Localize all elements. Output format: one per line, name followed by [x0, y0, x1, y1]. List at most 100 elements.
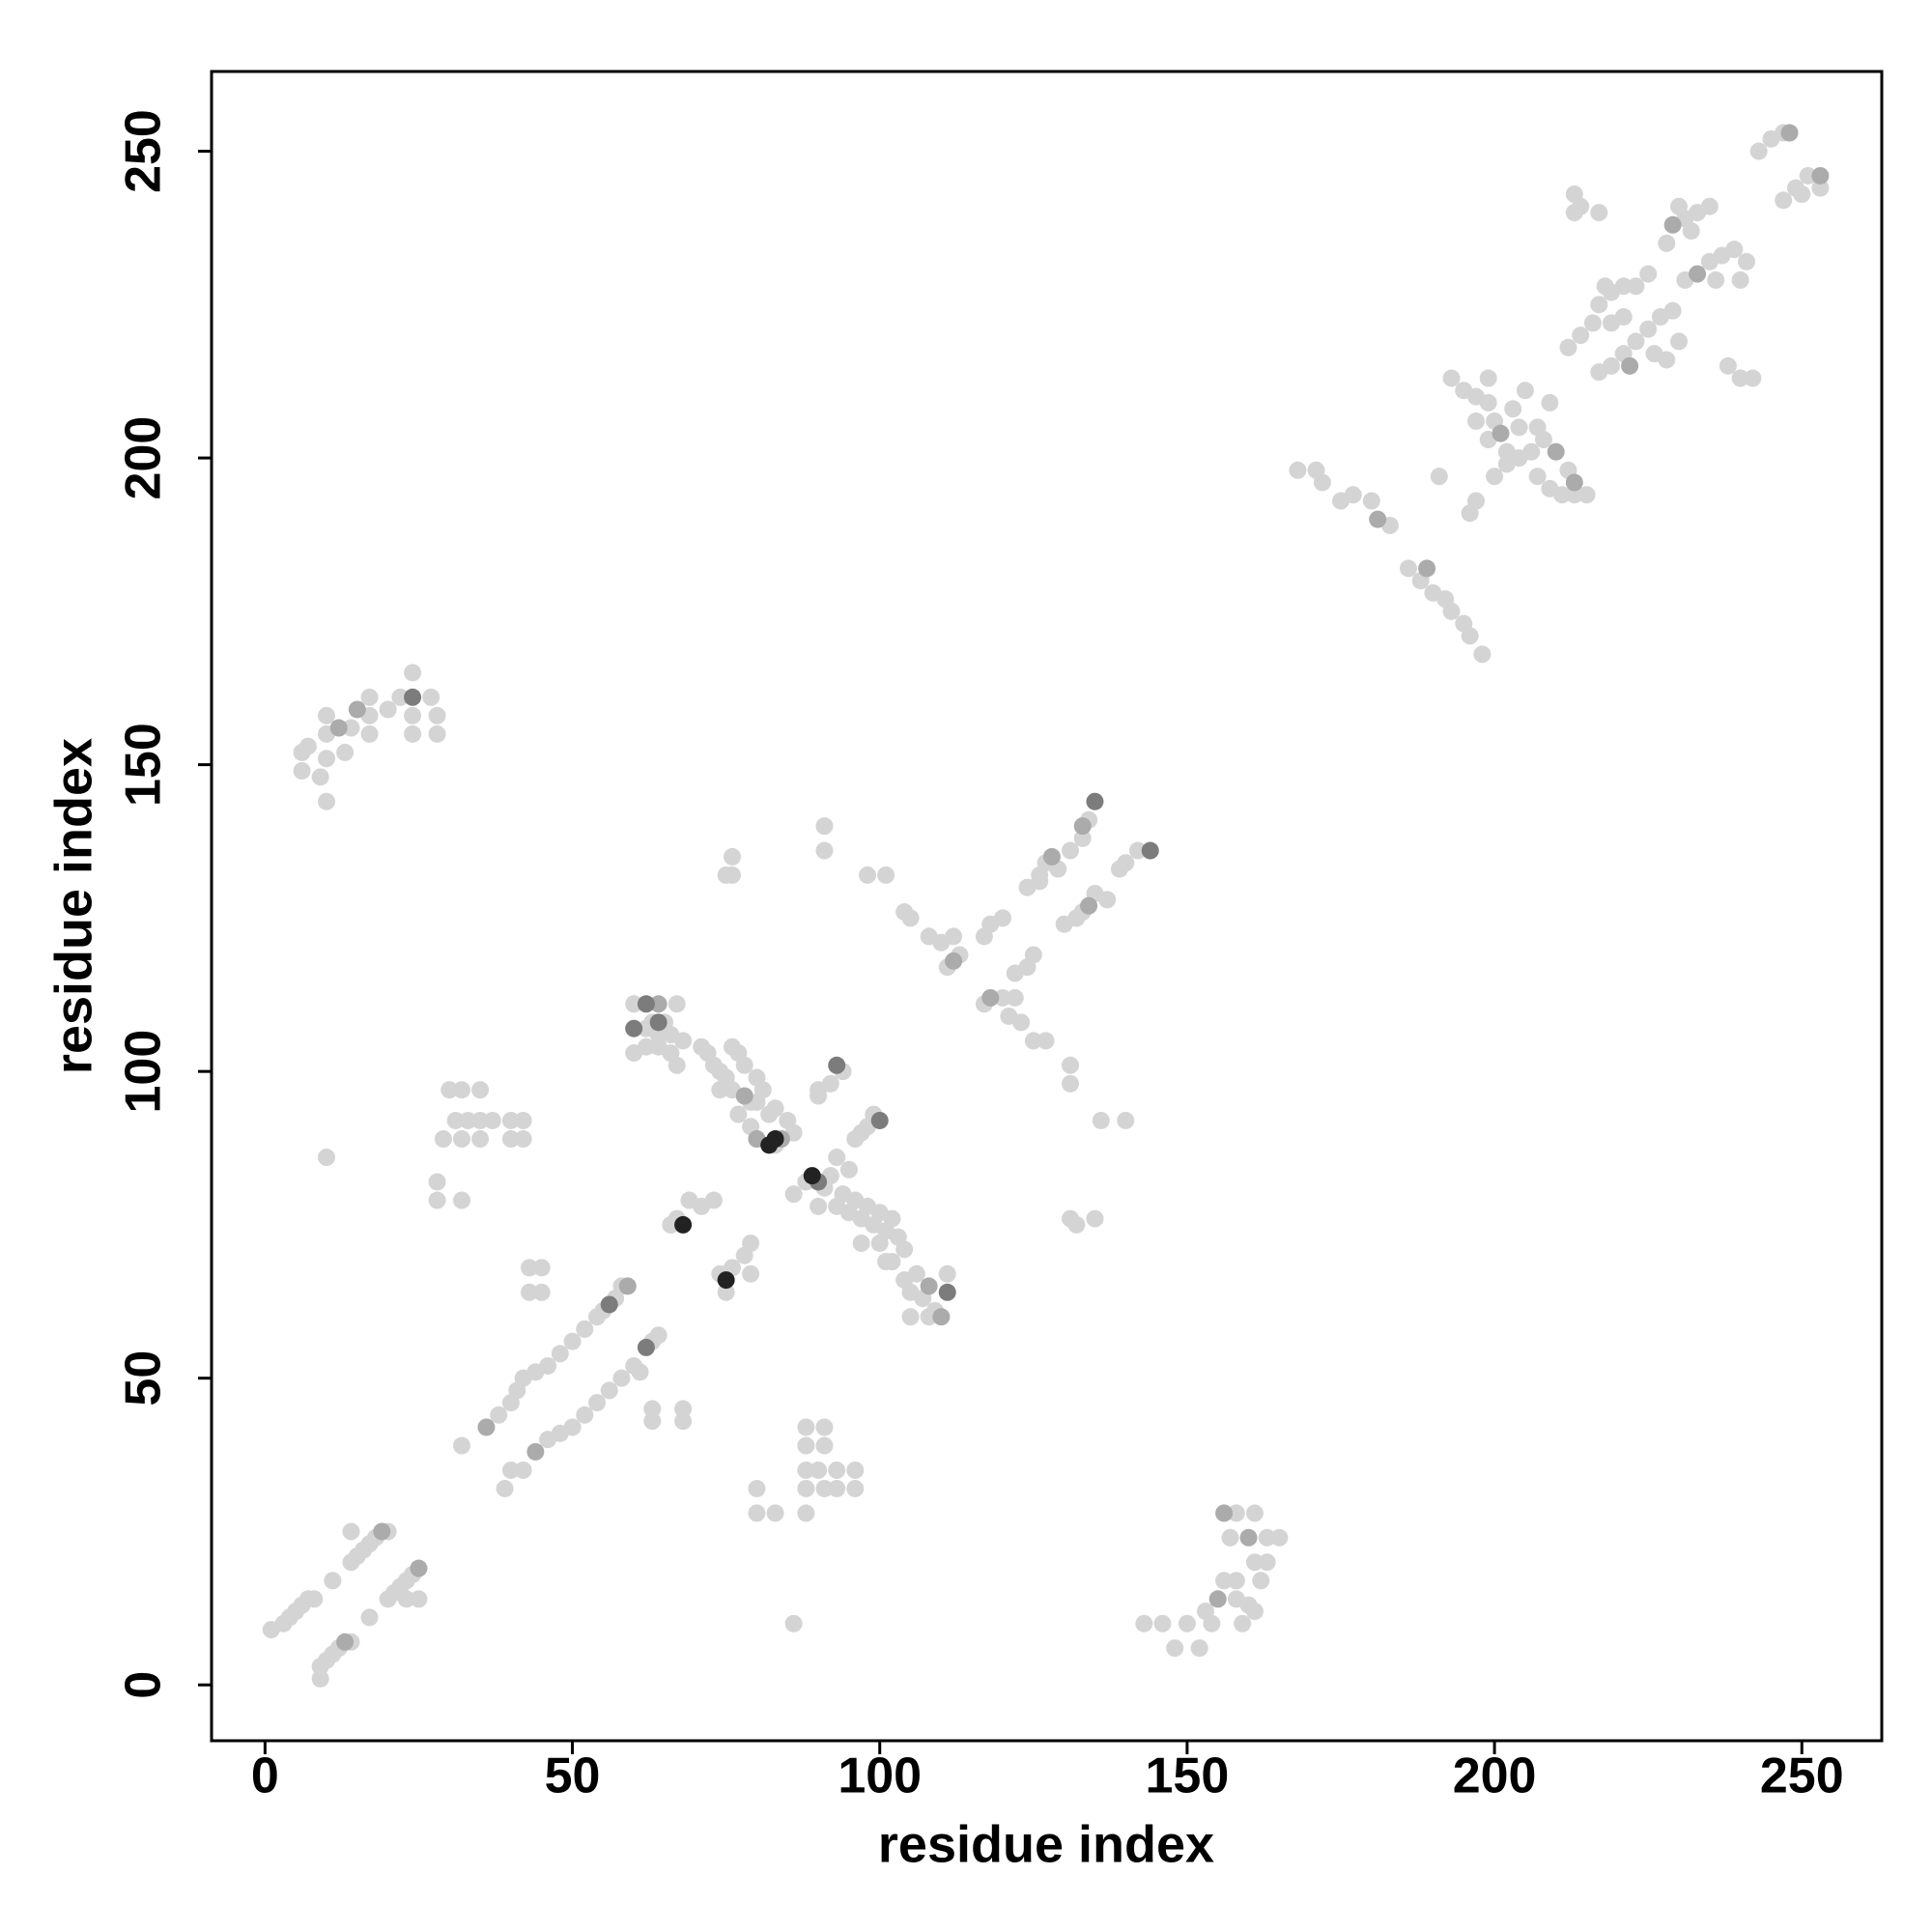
point [551, 1345, 569, 1363]
point [318, 792, 335, 810]
point [748, 1479, 766, 1497]
point [428, 1173, 446, 1191]
point [643, 1412, 662, 1431]
point [532, 1283, 551, 1301]
point [1731, 270, 1749, 289]
point [404, 664, 422, 682]
point [521, 1283, 538, 1301]
point [784, 1614, 803, 1633]
point [1190, 1639, 1208, 1658]
point [674, 1215, 693, 1234]
point [1603, 356, 1620, 375]
point [1245, 1504, 1264, 1522]
point [422, 688, 440, 706]
point [1658, 234, 1676, 252]
point [453, 1130, 470, 1149]
point [828, 1479, 846, 1497]
point [981, 988, 1000, 1007]
point [717, 1271, 735, 1290]
point [810, 1087, 828, 1105]
point [1590, 204, 1608, 222]
point [1031, 872, 1049, 891]
point [373, 1522, 391, 1541]
point [1227, 1590, 1245, 1608]
point [1572, 327, 1590, 345]
point [1098, 891, 1117, 909]
point [901, 909, 920, 927]
point [1270, 1528, 1289, 1547]
point [576, 1320, 594, 1338]
point [1234, 1614, 1252, 1633]
point [711, 1081, 729, 1099]
point [1289, 461, 1307, 479]
point [1442, 602, 1461, 620]
point [1166, 1639, 1184, 1658]
point [1461, 627, 1479, 645]
point [729, 1105, 748, 1123]
point [803, 1167, 821, 1185]
point [637, 1338, 655, 1356]
x-tick-label: 100 [838, 1748, 922, 1804]
point [1811, 166, 1830, 185]
point [1614, 308, 1633, 327]
y-tick-label: 0 [116, 1671, 172, 1699]
point [1117, 1111, 1135, 1129]
point [1062, 1074, 1079, 1093]
point [1479, 369, 1497, 387]
point [1135, 1614, 1153, 1633]
point [1535, 431, 1552, 449]
point [428, 1191, 446, 1209]
point [1141, 841, 1159, 860]
point [649, 1026, 668, 1044]
point [1572, 197, 1590, 215]
point [1516, 382, 1534, 400]
point [514, 1111, 532, 1129]
point [404, 688, 422, 706]
point [318, 750, 335, 768]
point [311, 1669, 329, 1688]
point [410, 1590, 428, 1608]
point [1215, 1504, 1234, 1522]
point [859, 866, 876, 884]
point [576, 1406, 594, 1424]
point [1067, 1215, 1086, 1234]
point [735, 1087, 753, 1105]
point [1430, 468, 1448, 486]
point [526, 1442, 545, 1461]
point [501, 1130, 520, 1149]
point [877, 1253, 895, 1271]
point [797, 1504, 815, 1522]
point [404, 706, 422, 724]
point [797, 1436, 815, 1455]
point [1062, 841, 1079, 860]
point [1639, 265, 1658, 283]
point [735, 1056, 753, 1074]
point [1086, 792, 1104, 810]
point [668, 1056, 686, 1074]
point [901, 1308, 920, 1326]
point [1663, 215, 1682, 234]
point [637, 995, 655, 1013]
point [1400, 559, 1417, 578]
point [674, 1032, 693, 1050]
point [625, 1019, 643, 1037]
point [797, 1479, 815, 1497]
point [1258, 1528, 1276, 1547]
point [1522, 442, 1541, 461]
point [1153, 1614, 1172, 1633]
point [311, 768, 329, 786]
point [1073, 829, 1092, 847]
point [821, 1074, 839, 1093]
point [994, 988, 1011, 1007]
point [1627, 277, 1645, 296]
point [336, 743, 355, 761]
point [501, 1461, 520, 1479]
point [815, 841, 834, 860]
point [1073, 817, 1092, 836]
point [1245, 1553, 1264, 1572]
point [600, 1381, 618, 1400]
point [1313, 473, 1331, 492]
point [1467, 412, 1485, 430]
point [1012, 1013, 1031, 1032]
point [336, 1633, 355, 1651]
